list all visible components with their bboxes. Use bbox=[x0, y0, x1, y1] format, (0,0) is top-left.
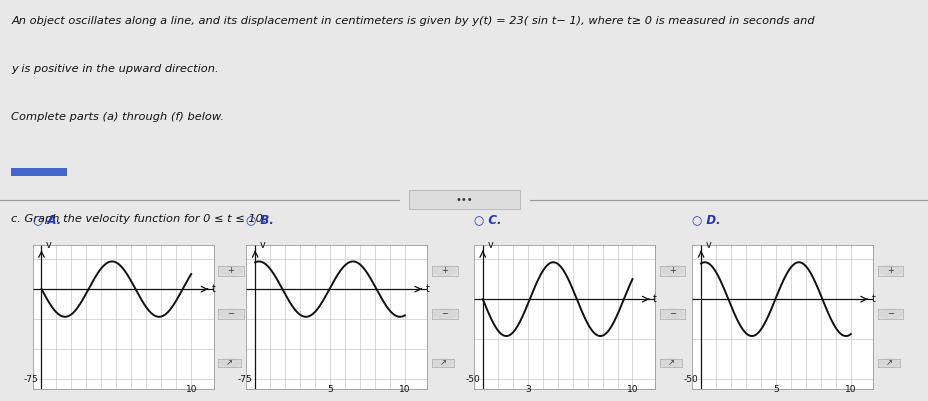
Text: v: v bbox=[705, 240, 711, 250]
Text: 5: 5 bbox=[327, 385, 332, 394]
Text: ↗: ↗ bbox=[226, 358, 233, 367]
Text: 10: 10 bbox=[844, 385, 856, 394]
Text: +: + bbox=[441, 266, 447, 275]
Text: 3: 3 bbox=[524, 385, 530, 394]
Circle shape bbox=[219, 359, 239, 367]
Circle shape bbox=[219, 310, 242, 318]
Text: −: − bbox=[886, 310, 894, 318]
Circle shape bbox=[878, 359, 898, 367]
Text: Complete parts (a) through (f) below.: Complete parts (a) through (f) below. bbox=[11, 112, 224, 122]
Text: ↗: ↗ bbox=[884, 358, 892, 367]
Text: t: t bbox=[425, 284, 429, 294]
Circle shape bbox=[878, 266, 901, 275]
Circle shape bbox=[432, 359, 453, 367]
Text: 5: 5 bbox=[772, 385, 778, 394]
Text: v: v bbox=[260, 240, 265, 250]
Text: +: + bbox=[227, 266, 234, 275]
Text: −: − bbox=[441, 310, 448, 318]
Text: −: − bbox=[227, 310, 235, 318]
Circle shape bbox=[660, 310, 683, 318]
Text: v: v bbox=[487, 240, 493, 250]
Circle shape bbox=[660, 266, 683, 275]
Text: 10: 10 bbox=[626, 385, 638, 394]
Text: ↗: ↗ bbox=[439, 358, 446, 367]
Text: v: v bbox=[46, 240, 52, 250]
Text: t: t bbox=[212, 284, 215, 294]
Text: +: + bbox=[668, 266, 675, 275]
Text: -50: -50 bbox=[465, 375, 480, 384]
Text: +: + bbox=[886, 266, 893, 275]
Circle shape bbox=[432, 266, 456, 275]
Text: •••: ••• bbox=[456, 195, 472, 205]
Circle shape bbox=[660, 359, 680, 367]
Circle shape bbox=[432, 310, 456, 318]
Text: -75: -75 bbox=[24, 375, 39, 384]
Text: y is positive in the upward direction.: y is positive in the upward direction. bbox=[11, 64, 218, 74]
Text: 10: 10 bbox=[399, 385, 410, 394]
Text: -75: -75 bbox=[238, 375, 252, 384]
Text: 10: 10 bbox=[186, 385, 197, 394]
Text: -50: -50 bbox=[683, 375, 698, 384]
FancyBboxPatch shape bbox=[11, 168, 67, 176]
Text: ↗: ↗ bbox=[666, 358, 674, 367]
Text: ○ A.: ○ A. bbox=[32, 214, 60, 227]
Text: t: t bbox=[870, 294, 874, 304]
Text: An object oscillates along a line, and its displacement in centimeters is given : An object oscillates along a line, and i… bbox=[11, 16, 814, 26]
Text: ○ B.: ○ B. bbox=[246, 214, 274, 227]
Text: −: − bbox=[668, 310, 676, 318]
Text: ○ D.: ○ D. bbox=[691, 214, 720, 227]
Circle shape bbox=[878, 310, 901, 318]
Text: c. Graph the velocity function for 0 ≤ t ≤ 10.: c. Graph the velocity function for 0 ≤ t… bbox=[11, 214, 266, 224]
Text: t: t bbox=[652, 294, 656, 304]
Text: ○ C.: ○ C. bbox=[473, 214, 501, 227]
Circle shape bbox=[219, 266, 242, 275]
